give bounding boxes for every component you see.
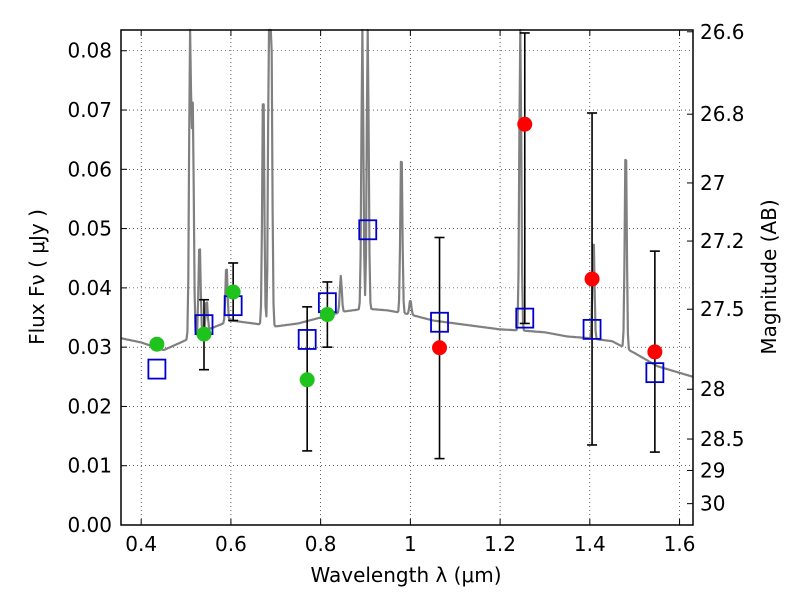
model-square-marker bbox=[582, 318, 602, 340]
x-tick-label: 1.2 bbox=[484, 532, 516, 556]
photometry-point bbox=[225, 284, 241, 300]
right-tick-label: 27.2 bbox=[700, 229, 745, 253]
y-axis-label: Flux Fν ( μJy ) bbox=[25, 209, 49, 345]
photometry-point bbox=[149, 336, 165, 352]
plot-frame bbox=[120, 29, 694, 526]
y-tick-label: 0.05 bbox=[67, 217, 112, 241]
right-tick-label: 27.5 bbox=[700, 297, 745, 321]
x-tick-label: 1.4 bbox=[574, 532, 606, 556]
photometry-point bbox=[432, 340, 448, 356]
error-bars bbox=[151, 32, 660, 460]
y-tick-label: 0.01 bbox=[67, 454, 112, 478]
model-square-marker bbox=[147, 358, 167, 380]
model-square-marker bbox=[297, 329, 317, 350]
y-tick-label: 0.03 bbox=[67, 335, 112, 359]
right-axis-label: Magnitude (AB) bbox=[757, 199, 781, 354]
x-tick-label: 1.6 bbox=[664, 532, 696, 556]
photometry-point bbox=[319, 307, 335, 323]
right-tick-label: 27 bbox=[700, 171, 725, 195]
photometry-point bbox=[517, 116, 533, 132]
right-tick-label: 26.6 bbox=[700, 20, 745, 44]
right-axis-ticks: 26.6 26.8 27 27.2 27.5 28 28.5 29 30 bbox=[687, 20, 745, 516]
x-tick-label: 0.4 bbox=[125, 532, 157, 556]
right-tick-label: 29 bbox=[700, 458, 725, 482]
photometry-point bbox=[299, 372, 315, 388]
y-axis-ticks: 0.00 0.01 0.02 0.03 0.04 0.05 0.06 0.07 0.08 bbox=[67, 39, 127, 537]
right-tick-label: 28 bbox=[700, 377, 725, 401]
y-tick-label: 0.08 bbox=[67, 39, 112, 63]
model-square-marker bbox=[645, 362, 665, 384]
photometry-point bbox=[584, 271, 600, 287]
model-square-marker bbox=[515, 307, 535, 329]
right-tick-label: 30 bbox=[700, 492, 725, 516]
x-tick-label: 1 bbox=[404, 532, 417, 556]
x-axis-label: Wavelength λ (μm) bbox=[310, 563, 501, 587]
y-tick-label: 0.06 bbox=[67, 157, 112, 181]
y-tick-label: 0.04 bbox=[67, 276, 112, 300]
photometry-point bbox=[647, 344, 663, 360]
photometry-point bbox=[196, 326, 212, 342]
right-tick-label: 26.8 bbox=[700, 102, 745, 126]
data-markers bbox=[147, 116, 665, 388]
model-square-marker bbox=[358, 219, 378, 241]
x-tick-label: 0.6 bbox=[215, 532, 247, 556]
y-tick-label: 0.02 bbox=[67, 394, 112, 418]
right-tick-label: 28.5 bbox=[700, 427, 745, 451]
x-axis-ticks: 0.4 0.6 0.8 1 1.2 1.4 1.6 bbox=[125, 30, 695, 556]
x-tick-label: 0.8 bbox=[305, 532, 337, 556]
y-tick-label: 0.07 bbox=[67, 98, 112, 122]
grid bbox=[121, 30, 693, 526]
y-tick-label: 0.00 bbox=[67, 513, 112, 537]
model-spectrum bbox=[120, 28, 693, 378]
model-square-marker bbox=[430, 311, 449, 333]
spectrum-line bbox=[120, 28, 693, 378]
